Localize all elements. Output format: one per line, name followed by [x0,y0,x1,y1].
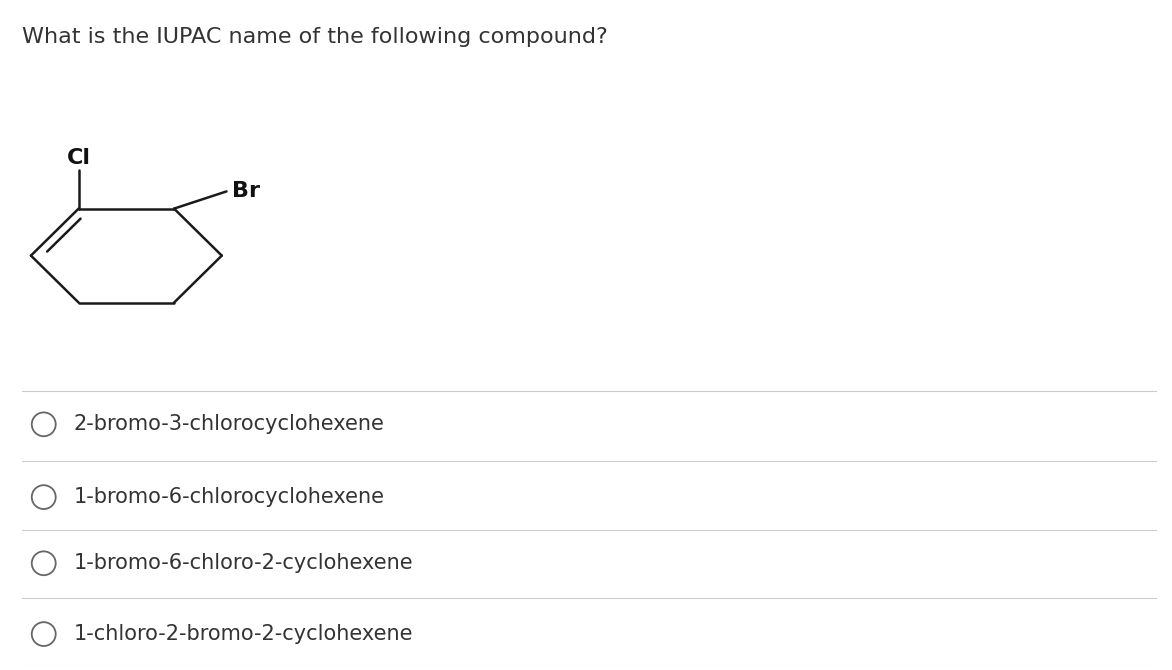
Text: 1-chloro-2-bromo-2-cyclohexene: 1-chloro-2-bromo-2-cyclohexene [74,624,414,644]
Text: Cl: Cl [67,147,90,168]
Text: Br: Br [232,182,260,202]
Text: 1-bromo-6-chloro-2-cyclohexene: 1-bromo-6-chloro-2-cyclohexene [74,553,414,574]
Text: 1-bromo-6-chlorocyclohexene: 1-bromo-6-chlorocyclohexene [74,487,384,507]
Text: 2-bromo-3-chlorocyclohexene: 2-bromo-3-chlorocyclohexene [74,414,384,434]
Text: What is the IUPAC name of the following compound?: What is the IUPAC name of the following … [21,27,607,48]
